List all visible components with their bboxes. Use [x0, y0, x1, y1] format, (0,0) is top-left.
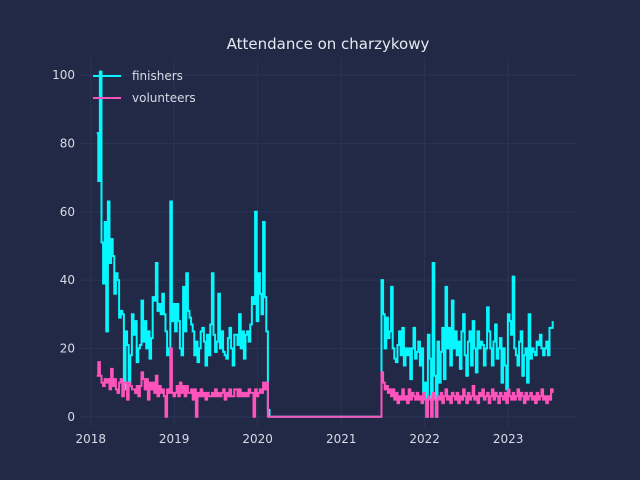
x-tick-label: 2021 [326, 432, 357, 446]
y-tick-label: 40 [60, 273, 75, 287]
series-volunteers [96, 347, 554, 418]
series-line-volunteers [96, 347, 554, 418]
x-tick-label: 2020 [242, 432, 273, 446]
x-tick-label: 2018 [75, 432, 106, 446]
y-tick-label: 20 [60, 341, 75, 355]
axis-layer: 2018 2019 2020 2021 2022 2023 0 20 40 60 80 100 [52, 68, 523, 446]
x-tick-label: 2022 [409, 432, 440, 446]
y-tick-label: 80 [60, 136, 75, 150]
legend: finishers volunteers [93, 69, 196, 105]
y-tick-label: 60 [60, 205, 75, 219]
x-tick-label: 2023 [493, 432, 524, 446]
y-tick-label: 100 [52, 68, 75, 82]
legend-item-volunteers: volunteers [93, 91, 196, 105]
x-tick-label: 2019 [159, 432, 190, 446]
series-layer [96, 70, 554, 418]
legend-label: volunteers [132, 91, 196, 105]
chart-title: Attendance on charzykowy [227, 35, 430, 53]
y-tick-label: 0 [67, 410, 75, 424]
legend-item-finishers: finishers [93, 69, 183, 83]
legend-label: finishers [132, 69, 183, 83]
